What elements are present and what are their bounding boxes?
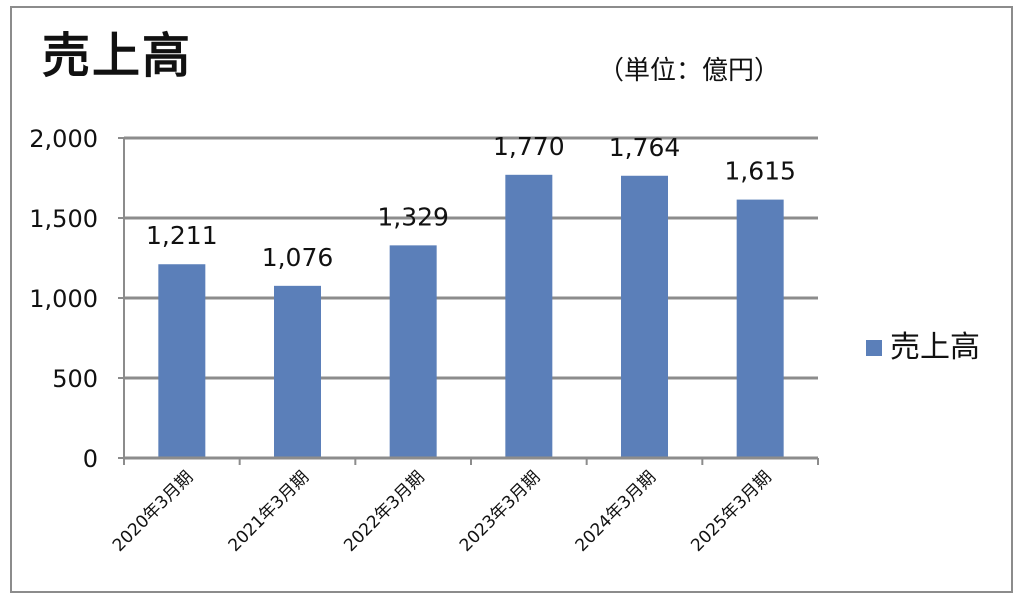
data-label: 1,211 (146, 221, 218, 250)
bar (505, 174, 553, 459)
y-tick-label: 1,000 (29, 285, 98, 313)
data-label: 1,770 (493, 132, 565, 161)
x-tick-label: 2025年3月期 (687, 467, 775, 555)
x-tick-label: 2020年3月期 (109, 467, 197, 555)
bar (274, 285, 321, 458)
y-tick-label: 500 (52, 365, 98, 393)
x-tick-label: 2021年3月期 (225, 467, 313, 555)
x-tick-label: 2022年3月期 (340, 467, 428, 555)
data-label: 1,615 (724, 157, 796, 186)
legend-swatch (866, 340, 882, 356)
x-tick-label: 2024年3月期 (572, 467, 660, 555)
chart-title: 売上高 (42, 28, 193, 84)
data-label: 1,329 (377, 202, 449, 231)
bar (158, 264, 206, 458)
y-tick-label: 0 (83, 445, 98, 473)
data-label: 1,076 (262, 243, 334, 272)
bar (621, 175, 668, 458)
y-tick-label: 2,000 (29, 125, 98, 153)
y-tick-label: 1,500 (29, 205, 98, 233)
x-tick-label: 2023年3月期 (456, 467, 544, 555)
bar (389, 245, 437, 458)
unit-note: （単位：億円） (598, 56, 781, 86)
legend: 売上高 (866, 333, 980, 363)
bar (736, 199, 784, 458)
legend-label: 売上高 (890, 330, 980, 365)
data-label: 1,764 (609, 133, 681, 162)
